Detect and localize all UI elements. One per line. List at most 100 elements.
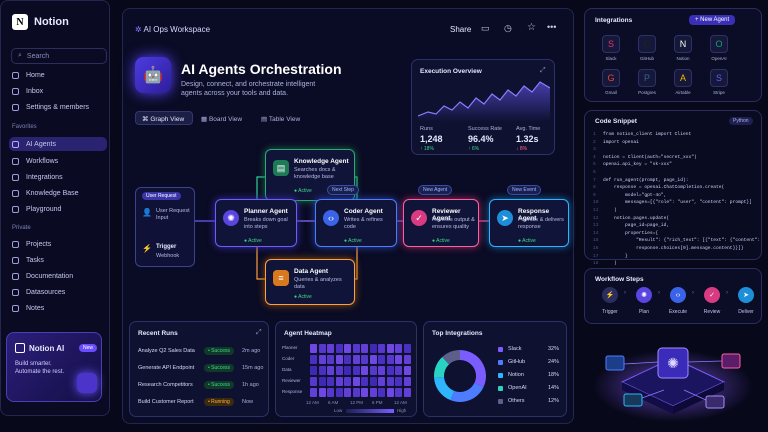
notion-ai-card[interactable]: Notion AI New Build smarter. Automate th… bbox=[6, 332, 102, 402]
heatmap-cell bbox=[352, 388, 360, 397]
share-button[interactable]: Share bbox=[450, 25, 472, 34]
table-row[interactable]: Build Customer Report • Running Now bbox=[130, 397, 270, 411]
integration-gmail[interactable]: G Gmail bbox=[597, 69, 625, 99]
data-agent-node[interactable]: ≡ Data Agent Queries & analyzes data ● Acti… bbox=[265, 259, 355, 305]
integration-postgres[interactable]: P Postgres bbox=[633, 69, 661, 99]
comment-icon[interactable]: ▭ bbox=[481, 23, 490, 33]
notion-logo-icon: N bbox=[12, 14, 28, 30]
integration-airtable[interactable]: A Airtable bbox=[669, 69, 697, 99]
new-agent-button[interactable]: + New Agent bbox=[689, 15, 736, 25]
tab-table-view[interactable]: ▤ Table View bbox=[261, 115, 300, 123]
table-row[interactable]: Analyze Q2 Sales Data • Success 2m ago bbox=[130, 346, 270, 360]
integration-openai[interactable]: O OpenAI bbox=[705, 35, 733, 65]
new-agent-badge[interactable]: New Agent bbox=[418, 185, 453, 195]
heatmap-cell bbox=[403, 344, 411, 353]
nav-playground[interactable]: Playground bbox=[12, 203, 61, 215]
search-input[interactable]: ⌕ Search bbox=[11, 48, 107, 64]
table-row[interactable]: Research Competitors • Success 1h ago bbox=[130, 380, 270, 394]
heatmap-cell bbox=[344, 388, 351, 397]
tab-board-view[interactable]: ▦ Board View bbox=[201, 115, 242, 123]
line-text: from notion_client import Client bbox=[603, 132, 692, 137]
nav-home[interactable]: Home bbox=[12, 69, 45, 81]
success-value: 96.4% bbox=[468, 134, 494, 144]
nav-label: Settings & members bbox=[26, 103, 90, 111]
code-block[interactable]: 1 from notion_client import Client 2 import… bbox=[593, 131, 759, 268]
more-icon[interactable]: ••• bbox=[547, 22, 557, 32]
nav-tasks[interactable]: Tasks bbox=[12, 254, 44, 266]
execution-title: Execution Overview bbox=[420, 68, 482, 75]
top-integrations-card: Top Integrations Slack 32% GitHub 24% Notion… bbox=[423, 321, 567, 417]
heatmap-cell bbox=[361, 355, 368, 364]
heatmap-cell bbox=[403, 377, 411, 386]
app-logo[interactable]: N Notion bbox=[12, 14, 69, 30]
heatmap-col-label: 12 PM bbox=[350, 400, 364, 405]
line-text: ) bbox=[603, 261, 617, 267]
run-time: 15m ago bbox=[242, 365, 264, 371]
nav-projects[interactable]: Projects bbox=[12, 238, 51, 250]
heatmap-cell bbox=[352, 344, 360, 353]
run-status: • Success bbox=[204, 364, 235, 372]
code-line: 15 "Result": {"rich_text": [{"text": {"c… bbox=[593, 237, 759, 245]
expand-icon[interactable]: ⤢ bbox=[256, 329, 262, 336]
nav-notes[interactable]: Notes bbox=[12, 302, 44, 314]
integration-slack[interactable]: S Slack bbox=[597, 35, 625, 65]
nav-knowledge-base[interactable]: Knowledge Base bbox=[12, 187, 79, 199]
heatmap-cell bbox=[361, 388, 368, 397]
response-agent-node[interactable]: ➤ Response Agent Formats & delivers respon… bbox=[489, 199, 569, 247]
integration-github[interactable]: G GitHub bbox=[633, 35, 661, 65]
sidebar: N Notion ⌕ Search Home Inbox Settings & me… bbox=[0, 0, 110, 416]
reviewer-agent-node[interactable]: ✓ Reviewer Agent Reviews output & ensures … bbox=[403, 199, 479, 247]
heatmap-col-label: 12 AM bbox=[394, 400, 407, 405]
heatmap-legend-bar bbox=[346, 409, 394, 413]
notion-ai-title: Notion AI bbox=[15, 343, 64, 353]
table-row[interactable]: Generate API Endpoint • Success 15m ago bbox=[130, 363, 270, 377]
next-step-badge[interactable]: Next Step bbox=[327, 185, 359, 195]
workflow-step-trigger[interactable]: ⚡ Trigger bbox=[595, 287, 625, 321]
heatmap-cell bbox=[352, 355, 360, 364]
line-text: response.choices[0].message.content}}]} bbox=[603, 245, 744, 251]
nav-inbox[interactable]: Inbox bbox=[12, 85, 43, 97]
run-status: • Success bbox=[204, 381, 235, 389]
shield-icon: ✓ bbox=[411, 210, 427, 226]
line-number: 10 bbox=[593, 200, 599, 206]
line-number: 2 bbox=[593, 139, 596, 145]
node-title: Planner Agent bbox=[244, 208, 288, 215]
nav-documentation[interactable]: Documentation bbox=[12, 270, 73, 282]
planner-agent-node[interactable]: ✺ Planner Agent Breaks down goal into step… bbox=[215, 199, 297, 247]
workflow-step-review[interactable]: ✓ Review bbox=[697, 287, 727, 321]
coder-agent-node[interactable]: ‹› Coder Agent Writes & refines code ● Acti… bbox=[315, 199, 397, 247]
star-icon[interactable]: ☆ bbox=[527, 22, 536, 33]
nav-integrations[interactable]: Integrations bbox=[12, 171, 63, 183]
nav-workflows[interactable]: Workflows bbox=[12, 155, 58, 167]
trigger-title: Trigger bbox=[156, 244, 177, 250]
node-title: Coder Agent bbox=[344, 208, 383, 215]
workflow-step-deliver[interactable]: ➤ Deliver bbox=[731, 287, 761, 321]
integration-notion[interactable]: N Notion bbox=[669, 35, 697, 65]
node-status-text: Active bbox=[298, 294, 312, 300]
main-panel: ✲ AI Ops Workspace Share ▭ ◷ ☆ ••• 🤖 AI … bbox=[122, 8, 574, 424]
nav-ai-agents[interactable]: AI Agents bbox=[9, 137, 107, 151]
tab-graph-view[interactable]: ⌘ Graph View bbox=[135, 111, 193, 125]
run-time: Now bbox=[242, 399, 254, 405]
line-number: 8 bbox=[593, 185, 596, 191]
code-line: 17 } bbox=[593, 253, 759, 261]
node-status: ● Active bbox=[518, 238, 536, 244]
language-badge[interactable]: Python bbox=[729, 117, 753, 125]
heatmap-cell bbox=[318, 344, 326, 353]
line-number: 17 bbox=[593, 253, 599, 259]
workspace-title[interactable]: ✲ AI Ops Workspace bbox=[135, 25, 210, 34]
new-event-badge[interactable]: New Event bbox=[507, 185, 542, 195]
recent-runs-title: Recent Runs bbox=[138, 330, 178, 337]
line-number: 18 bbox=[593, 261, 599, 267]
heatmap-row-label: Coder bbox=[282, 356, 295, 361]
step-arrow-icon: › bbox=[692, 290, 694, 296]
heatmap-cell bbox=[310, 388, 317, 397]
input-node[interactable]: User Request 👤 User Request Input ⚡ Trig… bbox=[135, 187, 195, 267]
clock-icon[interactable]: ◷ bbox=[504, 23, 512, 33]
nav-settings[interactable]: Settings & members bbox=[12, 101, 89, 113]
workflow-step-execute[interactable]: ‹› Execute bbox=[663, 287, 693, 321]
integration-stripe[interactable]: S Stripe bbox=[705, 69, 733, 99]
expand-icon[interactable]: ⤢ bbox=[540, 67, 546, 74]
workflow-step-plan[interactable]: ✺ Plan bbox=[629, 287, 659, 321]
nav-datasources[interactable]: Datasources bbox=[12, 286, 65, 298]
